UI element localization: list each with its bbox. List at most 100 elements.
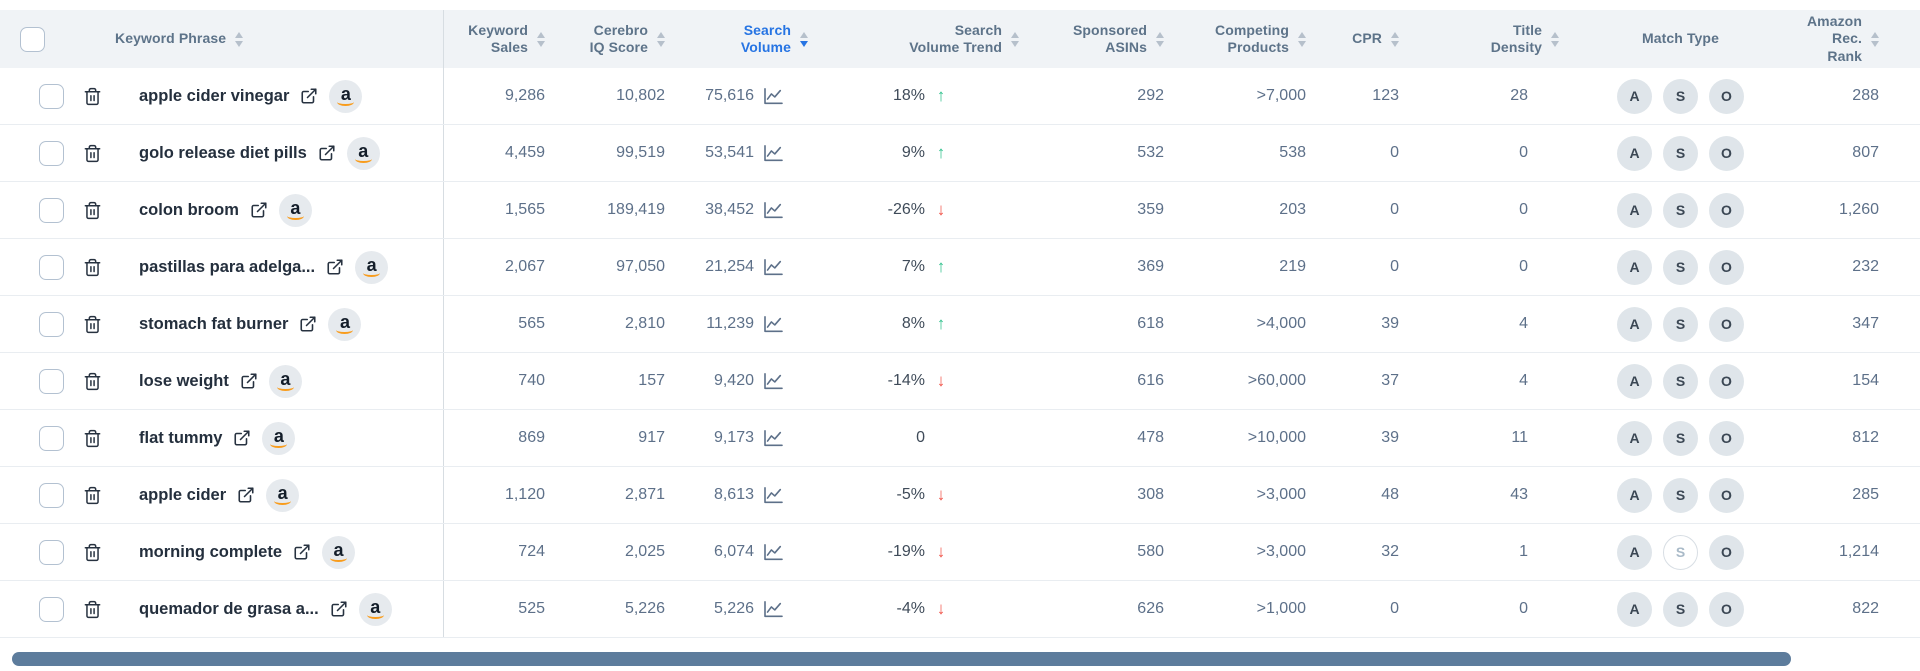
competing-products-value: 203 xyxy=(1279,201,1306,218)
external-link-icon[interactable] xyxy=(300,87,318,105)
search-volume-trend-cell: 7% ↑ xyxy=(816,239,1031,295)
column-header-keyword-phrase[interactable]: Keyword Phrase xyxy=(64,10,443,68)
cpr-value: 48 xyxy=(1381,486,1399,503)
amazon-badge-icon[interactable]: a xyxy=(358,592,392,626)
select-all-checkbox[interactable] xyxy=(20,26,45,52)
line-chart-icon[interactable] xyxy=(763,315,784,333)
select-all-cell xyxy=(0,10,64,68)
external-link-icon[interactable] xyxy=(299,315,317,333)
column-header-cerebro-iq-score[interactable]: Cerebro IQ Score xyxy=(561,10,681,68)
match-type-organic-badge: O xyxy=(1709,192,1744,228)
row-checkbox[interactable] xyxy=(39,197,64,223)
trash-icon xyxy=(84,87,100,105)
match-type-badges: A S O xyxy=(1566,467,1795,523)
cerebro-iq-score-value: 2,025 xyxy=(624,543,665,560)
external-link-icon[interactable] xyxy=(240,372,258,390)
delete-keyword-button[interactable] xyxy=(83,144,102,163)
column-label: Keyword Phrase xyxy=(115,30,227,47)
column-header-match-type: Match Type xyxy=(1566,10,1795,68)
amazon-badge-icon[interactable]: a xyxy=(329,79,363,113)
amazon-badge-icon[interactable]: a xyxy=(262,421,296,455)
row-checkbox[interactable] xyxy=(39,311,64,337)
search-volume-cell: 6,074 xyxy=(681,524,816,580)
row-checkbox[interactable] xyxy=(39,596,64,622)
column-header-keyword-sales[interactable]: Keyword Sales xyxy=(444,10,561,68)
external-link-icon[interactable] xyxy=(233,429,251,447)
competing-products-value: >1,000 xyxy=(1256,600,1306,617)
column-header-competing-products[interactable]: Competing Products xyxy=(1180,10,1322,68)
line-chart-icon[interactable] xyxy=(763,372,784,390)
column-header-search-volume[interactable]: Search Volume xyxy=(681,10,816,68)
amazon-badge-icon[interactable]: a xyxy=(278,193,312,227)
amazon-badge-icon[interactable]: a xyxy=(266,478,300,512)
row-checkbox[interactable] xyxy=(39,482,64,508)
trash-icon xyxy=(84,372,100,390)
external-link-icon[interactable] xyxy=(293,543,311,561)
horizontal-scrollbar[interactable] xyxy=(12,652,1791,666)
trend-arrow-icon: ↑ xyxy=(936,257,946,276)
column-header-amazon-rec-rank[interactable]: Amazon Rec. Rank xyxy=(1795,10,1920,68)
sort-arrows-icon xyxy=(1011,31,1019,47)
amazon-letter: a xyxy=(277,482,288,503)
delete-keyword-button[interactable] xyxy=(83,600,102,619)
search-volume-trend-cell: 8% ↑ xyxy=(816,296,1031,352)
sponsored-asins-value: 292 xyxy=(1137,87,1164,104)
keyword-cell: quemador de grasa a... a xyxy=(120,581,443,637)
row-checkbox[interactable] xyxy=(39,368,64,394)
external-link-icon[interactable] xyxy=(237,486,255,504)
delete-keyword-button[interactable] xyxy=(83,486,102,505)
external-link-icon[interactable] xyxy=(326,258,344,276)
line-chart-icon[interactable] xyxy=(763,600,784,618)
line-chart-icon[interactable] xyxy=(763,258,784,276)
column-header-title-density[interactable]: Title Density xyxy=(1415,10,1566,68)
keyword-sales-value: 4,459 xyxy=(504,144,545,161)
external-link-icon[interactable] xyxy=(318,144,336,162)
trend-arrow-icon: ↓ xyxy=(936,371,946,390)
row-checkbox[interactable] xyxy=(39,539,64,565)
competing-products-value: >7,000 xyxy=(1256,87,1306,104)
line-chart-icon[interactable] xyxy=(763,543,784,561)
cerebro-iq-score-value: 97,050 xyxy=(616,258,665,275)
delete-keyword-button[interactable] xyxy=(83,258,102,277)
search-volume-trend-cell: -19% ↓ xyxy=(816,524,1031,580)
row-fixed: morning complete a xyxy=(0,524,443,580)
delete-keyword-button[interactable] xyxy=(83,87,102,106)
row-checkbox[interactable] xyxy=(39,254,64,280)
amazon-badge-icon[interactable]: a xyxy=(346,136,380,170)
line-chart-icon[interactable] xyxy=(763,486,784,504)
line-chart-icon[interactable] xyxy=(763,429,784,447)
delete-keyword-button[interactable] xyxy=(83,429,102,448)
row-scroll: 724 2,025 6,074 -19% ↓ 580 >3,000 32 xyxy=(443,524,1920,580)
line-chart-icon[interactable] xyxy=(763,201,784,219)
match-type-badges: A S O xyxy=(1566,68,1795,124)
delete-keyword-button[interactable] xyxy=(83,201,102,220)
column-header-sponsored-asins[interactable]: Sponsored ASINs xyxy=(1031,10,1180,68)
amazon-badge-icon[interactable]: a xyxy=(355,250,389,284)
column-label: Sponsored ASINs xyxy=(1072,21,1147,56)
keyword-cell: flat tummy a xyxy=(120,410,443,466)
keyword-row: apple cider vinegar a 9,286 10,802 75,61… xyxy=(0,68,1920,125)
column-header-cpr[interactable]: CPR xyxy=(1322,10,1415,68)
row-scroll: 4,459 99,519 53,541 9% ↑ 532 538 0 xyxy=(443,125,1920,181)
delete-keyword-button[interactable] xyxy=(83,543,102,562)
external-link-icon[interactable] xyxy=(330,600,348,618)
column-header-search-volume-trend[interactable]: Search Volume Trend xyxy=(816,10,1031,68)
amazon-badge-icon[interactable]: a xyxy=(328,307,362,341)
delete-keyword-button[interactable] xyxy=(83,315,102,334)
match-type-badges: A S O xyxy=(1566,353,1795,409)
search-volume-cell: 11,239 xyxy=(681,296,816,352)
column-label: Competing Products xyxy=(1214,21,1289,56)
delete-keyword-button[interactable] xyxy=(83,372,102,391)
sort-arrows-icon xyxy=(537,31,545,47)
amazon-badge-icon[interactable]: a xyxy=(268,364,302,398)
sort-arrows-icon xyxy=(1156,31,1164,47)
row-checkbox[interactable] xyxy=(39,83,64,109)
row-checkbox[interactable] xyxy=(39,425,64,451)
line-chart-icon[interactable] xyxy=(763,87,784,105)
match-type-sponsored-badge: S xyxy=(1663,591,1698,627)
external-link-icon[interactable] xyxy=(250,201,268,219)
amazon-badge-icon[interactable]: a xyxy=(322,535,356,569)
row-select-cell xyxy=(0,581,64,637)
row-checkbox[interactable] xyxy=(39,140,64,166)
line-chart-icon[interactable] xyxy=(763,144,784,162)
